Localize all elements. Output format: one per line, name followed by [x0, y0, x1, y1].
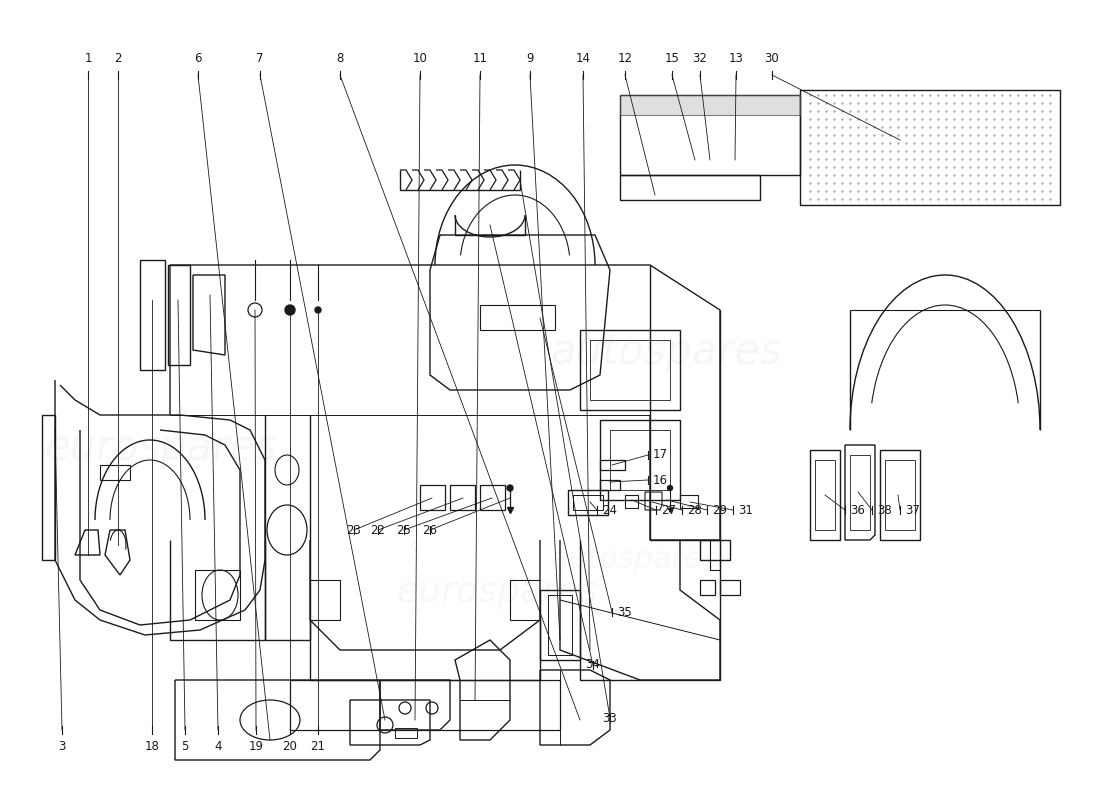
- Text: 27: 27: [661, 503, 676, 517]
- Text: 26: 26: [422, 523, 438, 537]
- Text: autospares: autospares: [550, 331, 782, 373]
- Text: 3: 3: [58, 740, 66, 753]
- Text: 29: 29: [712, 503, 727, 517]
- Circle shape: [668, 486, 672, 490]
- Text: 4: 4: [214, 740, 222, 753]
- Text: 10: 10: [412, 52, 428, 65]
- Circle shape: [507, 485, 513, 491]
- Text: 12: 12: [617, 52, 632, 65]
- Text: 22: 22: [371, 523, 385, 537]
- Circle shape: [315, 307, 321, 313]
- Text: 17: 17: [653, 449, 668, 462]
- Circle shape: [285, 305, 295, 315]
- Bar: [395, 728, 417, 738]
- Text: eurospares: eurospares: [396, 575, 598, 609]
- Text: 34: 34: [585, 658, 601, 671]
- Text: 23: 23: [346, 523, 362, 537]
- Text: 5: 5: [182, 740, 189, 753]
- Text: 6: 6: [195, 52, 201, 65]
- Text: 24: 24: [602, 503, 617, 517]
- Text: 15: 15: [664, 52, 680, 65]
- Text: 1: 1: [85, 52, 91, 65]
- Text: 7: 7: [256, 52, 264, 65]
- Text: 19: 19: [249, 740, 264, 753]
- Text: 9: 9: [526, 52, 534, 65]
- Text: 37: 37: [905, 503, 920, 517]
- Text: 38: 38: [877, 503, 892, 517]
- Text: 8: 8: [337, 52, 343, 65]
- Text: 16: 16: [653, 474, 668, 486]
- Text: 21: 21: [310, 740, 326, 753]
- Text: 18: 18: [144, 740, 159, 753]
- Text: 2: 2: [114, 52, 122, 65]
- Text: 31: 31: [738, 503, 752, 517]
- Polygon shape: [620, 95, 800, 115]
- Text: 28: 28: [688, 503, 702, 517]
- Text: 36: 36: [850, 503, 865, 517]
- Text: autospares: autospares: [550, 546, 719, 574]
- Text: eurospares: eurospares: [44, 427, 276, 469]
- Text: 33: 33: [603, 711, 617, 725]
- Text: 35: 35: [617, 606, 631, 618]
- Text: 30: 30: [764, 52, 780, 65]
- Text: 14: 14: [575, 52, 591, 65]
- Text: 20: 20: [283, 740, 297, 753]
- Text: 13: 13: [728, 52, 744, 65]
- Text: 25: 25: [397, 523, 411, 537]
- Text: 11: 11: [473, 52, 487, 65]
- Text: 32: 32: [693, 52, 707, 65]
